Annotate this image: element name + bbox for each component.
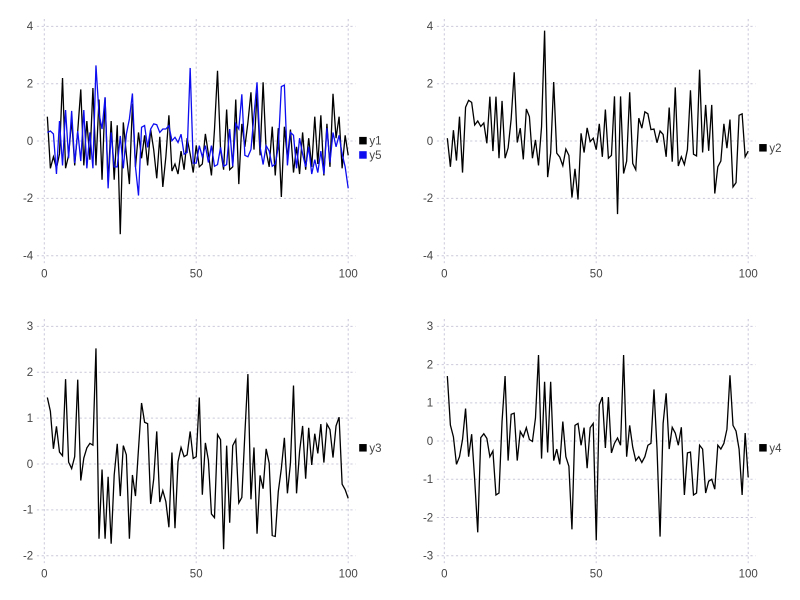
svg-text:-2: -2 [23,193,33,205]
svg-text:4: 4 [427,21,434,33]
svg-text:-2: -2 [23,551,33,563]
svg-text:y3: y3 [369,443,381,455]
svg-text:y5: y5 [369,150,381,162]
svg-text:0: 0 [441,268,447,280]
svg-text:0: 0 [41,268,47,280]
svg-text:-1: -1 [423,474,433,486]
svg-text:1: 1 [427,398,433,410]
svg-text:y4: y4 [769,443,782,455]
svg-text:0: 0 [427,436,433,448]
svg-text:-2: -2 [423,193,433,205]
svg-text:-3: -3 [423,551,433,563]
svg-text:-4: -4 [423,251,434,263]
svg-text:50: 50 [190,268,203,280]
svg-text:0: 0 [41,568,47,580]
svg-text:2: 2 [427,359,433,371]
svg-text:100: 100 [339,568,358,580]
svg-text:1: 1 [27,413,33,425]
svg-text:2: 2 [27,367,33,379]
svg-text:50: 50 [590,568,603,580]
svg-text:3: 3 [427,321,433,333]
svg-text:4: 4 [27,21,34,33]
svg-text:2: 2 [27,79,33,91]
svg-text:50: 50 [590,268,603,280]
svg-text:-4: -4 [23,251,34,263]
svg-text:2: 2 [427,79,433,91]
svg-text:3: 3 [27,321,33,333]
svg-text:-2: -2 [423,512,433,524]
svg-text:0: 0 [27,136,33,148]
svg-text:100: 100 [739,268,758,280]
svg-text:0: 0 [27,459,33,471]
svg-text:0: 0 [441,568,447,580]
svg-text:-1: -1 [23,505,33,517]
svg-text:100: 100 [339,268,358,280]
svg-text:0: 0 [427,136,433,148]
svg-text:y1: y1 [369,136,381,148]
svg-text:100: 100 [739,568,758,580]
svg-text:50: 50 [190,568,203,580]
svg-text:y2: y2 [769,143,781,155]
